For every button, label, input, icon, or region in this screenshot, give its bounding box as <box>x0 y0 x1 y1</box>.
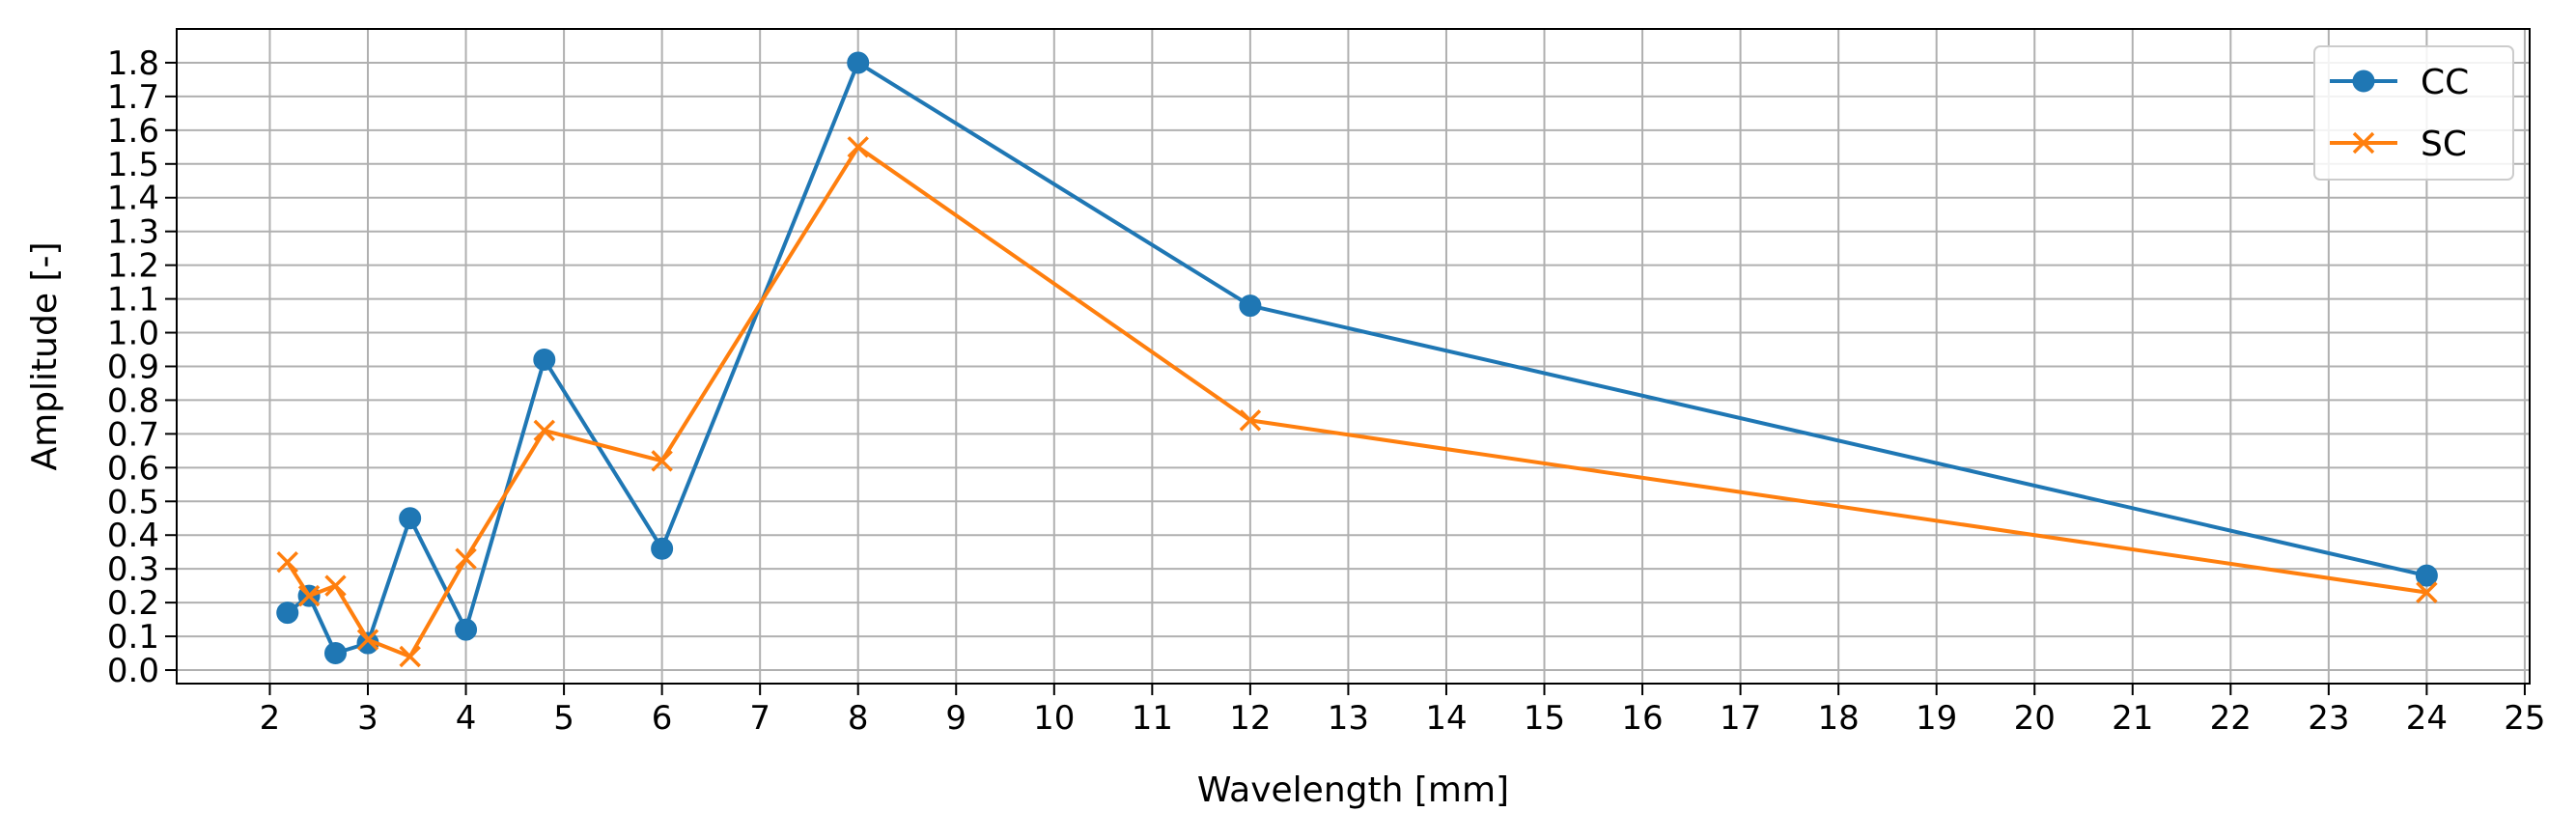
y-tick-label: 1.4 <box>107 180 159 218</box>
y-axis-ticks: 0.00.10.20.30.40.50.60.70.80.91.01.11.21… <box>107 44 177 690</box>
legend-entry-sc: SC <box>2330 125 2467 164</box>
data-point-cc <box>847 51 870 74</box>
x-tick-label: 2 <box>260 699 281 738</box>
y-tick-label: 0.5 <box>107 483 159 521</box>
x-axis-label: Wavelength [mm] <box>1197 770 1509 810</box>
y-tick-label: 0.3 <box>107 550 159 589</box>
data-point-cc <box>2415 564 2438 587</box>
x-tick-label: 21 <box>2112 699 2153 738</box>
plot-frame <box>176 28 2531 685</box>
y-tick-label: 0.9 <box>107 348 159 386</box>
data-point-sc <box>651 450 673 472</box>
y-tick-label: 0.2 <box>107 584 159 623</box>
y-tick-label: 0.1 <box>107 618 159 657</box>
data-point-sc <box>324 574 347 597</box>
y-tick-label: 0.7 <box>107 415 159 454</box>
grid-lines <box>177 29 2530 684</box>
x-tick-label: 8 <box>848 699 869 738</box>
x-tick-label: 19 <box>1916 699 1957 738</box>
data-point-cc <box>1239 294 1262 318</box>
series-cc <box>276 51 2438 665</box>
data-point-sc <box>533 419 556 442</box>
y-tick-label: 1.1 <box>107 281 159 320</box>
y-tick-label: 1.7 <box>107 78 159 117</box>
y-tick-label: 1.0 <box>107 315 159 353</box>
series-sc <box>276 136 2438 668</box>
y-tick-label: 1.8 <box>107 44 159 83</box>
x-tick-label: 3 <box>357 699 378 738</box>
series-line-cc <box>286 60 2427 656</box>
x-tick-label: 9 <box>945 699 966 738</box>
legend-box <box>2313 45 2514 181</box>
data-point-cc <box>455 618 478 641</box>
y-tick-label: 1.2 <box>107 247 159 286</box>
x-tick-label: 20 <box>2014 699 2056 738</box>
x-tick-label: 16 <box>1621 699 1663 738</box>
data-point-sc <box>455 547 477 570</box>
data-point-cc <box>533 348 556 371</box>
x-tick-label: 13 <box>1328 699 1369 738</box>
x-tick-label: 17 <box>1720 699 1761 738</box>
x-tick-label: 25 <box>2504 699 2545 738</box>
x-tick-label: 11 <box>1132 699 1173 738</box>
legend: CC SC <box>2313 45 2514 181</box>
data-point-sc <box>356 629 379 651</box>
x-tick-label: 10 <box>1033 699 1075 738</box>
x-tick-label: 7 <box>749 699 770 738</box>
x-tick-label: 4 <box>456 699 477 738</box>
y-tick-label: 1.5 <box>107 146 159 184</box>
data-point-sc <box>399 645 421 668</box>
y-tick-label: 1.3 <box>107 213 159 252</box>
y-tick-label: 0.4 <box>107 517 159 555</box>
data-point-cc <box>276 602 299 625</box>
data-point-cc <box>651 537 674 560</box>
x-axis-ticks: 2 3 4 5 6 7 8 9 10 11 12 13 14 15 16 17 18 19 20 21 22 23 24 25 <box>260 684 2546 738</box>
x-tick-label: 12 <box>1229 699 1271 738</box>
x-tick-label: 6 <box>652 699 673 738</box>
series-layer <box>276 51 2438 668</box>
legend-entry-cc: CC <box>2330 63 2469 102</box>
x-tick-label: 23 <box>2308 699 2349 738</box>
legend-label-sc: SC <box>2421 125 2467 164</box>
data-point-sc <box>297 584 321 607</box>
legend-marker-sc <box>2352 131 2375 154</box>
x-tick-label: 18 <box>1817 699 1859 738</box>
y-tick-label: 1.6 <box>107 112 159 151</box>
y-axis-label: Amplitude [-] <box>25 241 65 470</box>
y-tick-label: 0.8 <box>107 381 159 420</box>
legend-marker-cc <box>2352 70 2375 93</box>
x-tick-label: 22 <box>2210 699 2252 738</box>
x-tick-label: 15 <box>1524 699 1565 738</box>
data-point-sc <box>847 136 869 158</box>
data-point-sc <box>2416 581 2438 603</box>
data-point-cc <box>399 507 422 530</box>
x-tick-label: 24 <box>2406 699 2448 738</box>
x-tick-label: 14 <box>1425 699 1467 738</box>
x-tick-label: 5 <box>553 699 574 738</box>
y-tick-label: 0.6 <box>107 449 159 488</box>
data-point-cc <box>323 642 347 665</box>
y-tick-label: 0.0 <box>107 652 159 690</box>
data-point-sc <box>1239 409 1262 432</box>
series-line-sc <box>286 145 2427 658</box>
legend-label-cc: CC <box>2421 63 2469 102</box>
data-point-sc <box>276 550 298 574</box>
